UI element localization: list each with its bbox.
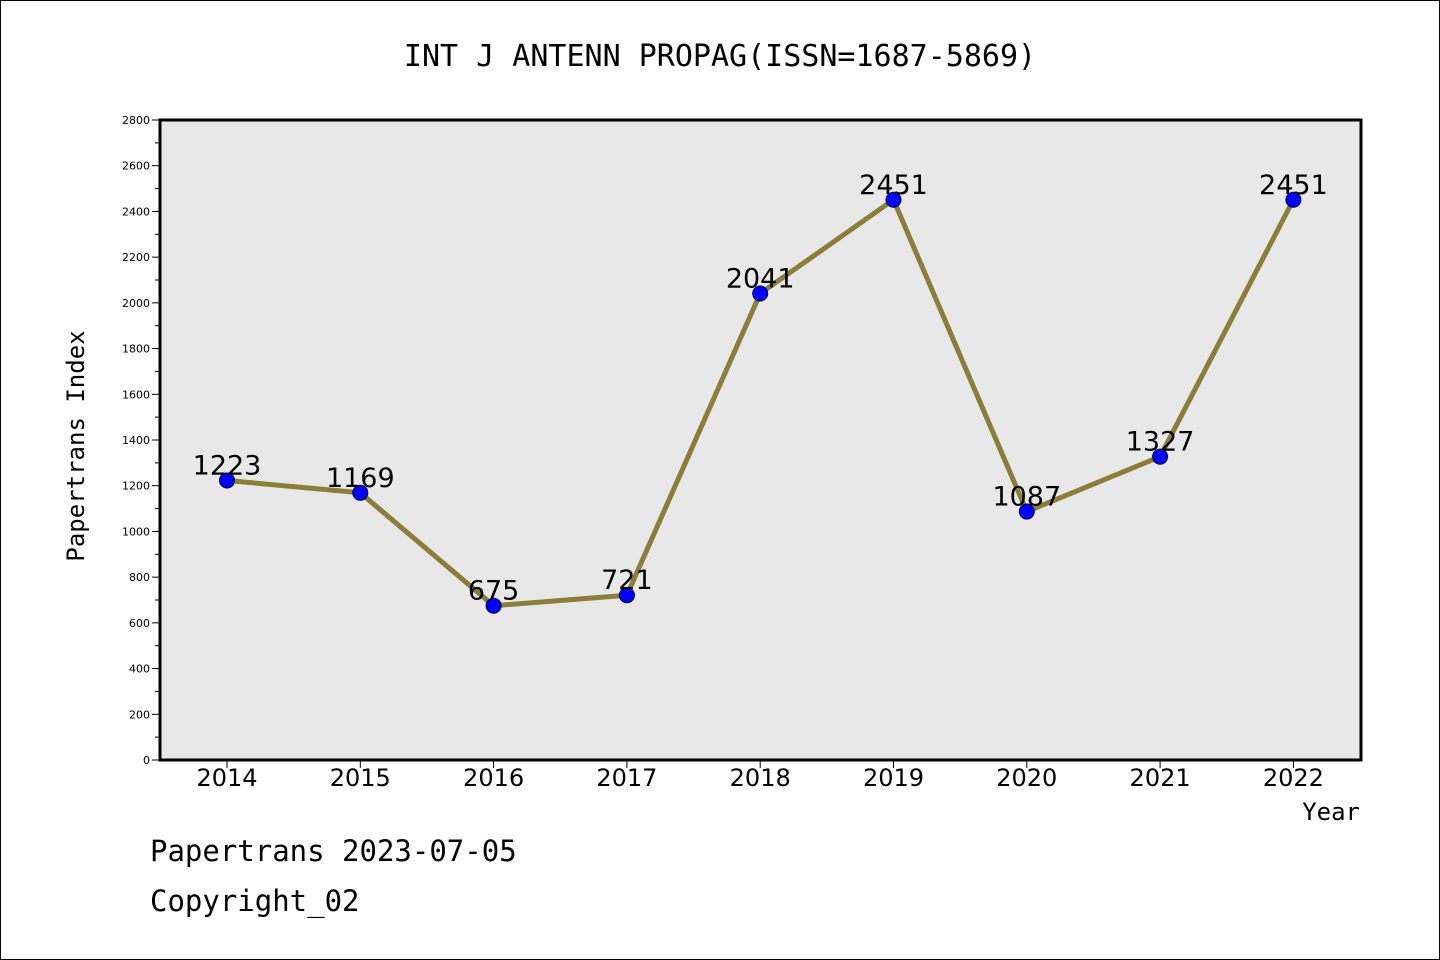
data-point bbox=[1152, 448, 1169, 465]
x-tick-label: 2019 bbox=[863, 764, 924, 792]
y-tick-label: 2400 bbox=[122, 205, 150, 218]
plot-area bbox=[158, 118, 1363, 762]
y-tick-label: 600 bbox=[129, 617, 150, 630]
y-tick-label: 1400 bbox=[122, 434, 150, 447]
y-tick-label: 800 bbox=[129, 571, 150, 584]
x-tick-label: 2014 bbox=[196, 764, 257, 792]
x-axis-label: Year bbox=[1302, 798, 1360, 826]
data-label: 2451 bbox=[859, 170, 928, 201]
x-tick-label: 2015 bbox=[330, 764, 391, 792]
y-tick-label: 1000 bbox=[122, 525, 150, 538]
data-labels: 1223 1169 675 721 2041 2451 1087 1327 2451 bbox=[193, 170, 1328, 607]
data-point bbox=[885, 191, 902, 208]
data-label: 2451 bbox=[1259, 170, 1328, 201]
data-label: 721 bbox=[601, 565, 653, 596]
y-tick-label: 2800 bbox=[122, 114, 150, 127]
x-tick-label: 2021 bbox=[1130, 764, 1191, 792]
footer-date: Papertrans 2023-07-05 bbox=[150, 834, 517, 868]
x-tick-label: 2022 bbox=[1263, 764, 1324, 792]
data-point bbox=[352, 484, 369, 501]
data-label: 2041 bbox=[726, 263, 795, 294]
data-label: 1327 bbox=[1126, 427, 1195, 458]
y-tick-label: 2600 bbox=[122, 160, 150, 173]
y-axis: 0 200 400 600 800 1000 1200 1400 1600 1800 2000 220… bbox=[122, 114, 160, 767]
data-label: 1169 bbox=[326, 463, 395, 494]
data-point bbox=[485, 597, 502, 614]
x-tick-label: 2016 bbox=[463, 764, 524, 792]
data-label: 1087 bbox=[992, 482, 1061, 513]
series-line bbox=[219, 191, 1302, 614]
footer-copyright: Copyright_02 bbox=[150, 884, 360, 918]
x-tick-label: 2018 bbox=[730, 764, 791, 792]
y-tick-label: 1600 bbox=[122, 388, 150, 401]
chart-title: INT J ANTENN PROPAG(ISSN=1687-5869) bbox=[404, 39, 1036, 74]
y-axis-label: Papertrans Index bbox=[62, 330, 90, 561]
y-tick-label: 400 bbox=[129, 663, 150, 676]
x-tick-label: 2020 bbox=[996, 764, 1057, 792]
x-axis: 2014 2015 2016 2017 2018 2019 2020 2021 2022 bbox=[196, 760, 1324, 792]
y-tick-label: 200 bbox=[129, 708, 150, 721]
data-point bbox=[618, 587, 635, 604]
data-label: 1223 bbox=[193, 450, 262, 481]
y-tick-label: 2000 bbox=[122, 297, 150, 310]
y-tick-label: 1800 bbox=[122, 343, 150, 356]
y-tick-label: 1200 bbox=[122, 480, 150, 493]
y-tick-label: 0 bbox=[143, 754, 150, 767]
data-point bbox=[1018, 503, 1035, 520]
data-label: 675 bbox=[468, 576, 520, 607]
y-tick-label: 2200 bbox=[122, 251, 150, 264]
data-point bbox=[219, 472, 235, 489]
x-tick-label: 2017 bbox=[596, 764, 657, 792]
data-point bbox=[1285, 191, 1302, 208]
data-point bbox=[752, 285, 769, 302]
